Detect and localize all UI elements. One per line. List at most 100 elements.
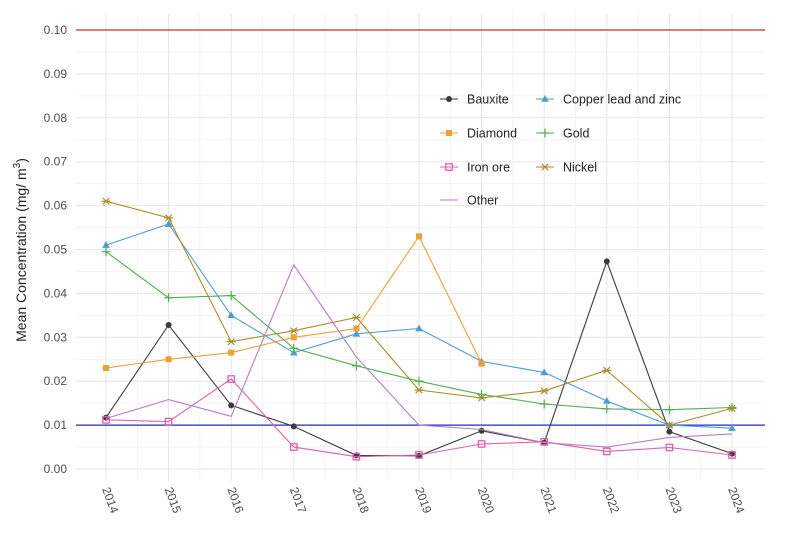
- marker-asterisk-d2: [728, 404, 736, 413]
- marker-square-open: [102, 415, 110, 424]
- data-point-iron-ore: [728, 451, 736, 459]
- data-point-nickel: [351, 313, 361, 322]
- marker-asterisk-d2: [540, 387, 548, 395]
- legend-key-marker: [446, 130, 452, 136]
- data-point-nickel: [289, 327, 299, 335]
- data-point-gold: [289, 343, 299, 353]
- marker-square-open: [602, 447, 611, 456]
- data-point-nickel: [477, 394, 487, 402]
- marker-triangle: [728, 424, 736, 431]
- marker-square: [353, 325, 360, 332]
- legend-entry-bauxite: Bauxite: [440, 93, 509, 107]
- legend-label: Diamond: [467, 127, 517, 141]
- x-tick-label: 2020: [475, 485, 497, 515]
- series-line-other: [105, 263, 733, 448]
- legend: Bauxite Copper lead and zinc Diamond Gold Ir…: [440, 93, 681, 208]
- marker-asterisk-d2: [665, 421, 674, 429]
- data-point-copper-lead-and-zinc: [352, 329, 361, 337]
- data-point-nickel: [664, 421, 674, 429]
- y-tick-label: 0.05: [44, 243, 68, 257]
- series-nickel: [101, 197, 737, 429]
- data-point-copper-lead-and-zinc: [540, 368, 548, 376]
- x-tick-label: 2016: [224, 485, 246, 515]
- data-point-bauxite: [603, 258, 610, 265]
- marker-square: [165, 356, 172, 363]
- legend-entry-other: Other: [440, 194, 498, 208]
- data-point-iron-ore: [352, 452, 361, 461]
- data-point-iron-ore: [415, 451, 423, 459]
- data-point-diamond: [165, 356, 172, 363]
- marker-dot: [228, 402, 235, 409]
- data-point-iron-ore: [164, 417, 173, 426]
- y-tick-label: 0.10: [44, 23, 68, 37]
- marker-triangle: [541, 95, 549, 102]
- data-point-iron-ore: [602, 447, 611, 456]
- marker-square: [228, 349, 235, 356]
- marker-triangle: [415, 324, 423, 332]
- marker-square: [446, 130, 452, 136]
- legend-key-marker: [540, 163, 550, 171]
- y-tick-label: 0.06: [44, 199, 68, 213]
- data-point-nickel: [539, 387, 549, 395]
- marker-asterisk-d2: [415, 386, 423, 394]
- y-tick-label: 0.00: [44, 462, 68, 476]
- legend-label: Nickel: [563, 161, 597, 175]
- data-point-gold: [351, 361, 361, 371]
- data-point-copper-lead-and-zinc: [603, 396, 611, 404]
- data-point-iron-ore: [102, 415, 110, 424]
- marker-asterisk-d2: [290, 327, 298, 335]
- marker-dot: [666, 428, 673, 435]
- data-point-nickel: [101, 197, 111, 205]
- legend-entry-nickel: Nickel: [536, 161, 597, 175]
- data-point-diamond: [103, 365, 109, 372]
- y-axis-label: Mean Concentration (mg/ m3): [12, 158, 29, 342]
- data-point-nickel: [414, 386, 424, 394]
- data-point-bauxite: [165, 322, 172, 329]
- marker-square-open: [728, 451, 736, 459]
- marker-asterisk-d2: [477, 394, 486, 402]
- marker-square: [103, 365, 109, 372]
- x-tick-label: 2024: [725, 485, 747, 515]
- x-tick-label: 2022: [600, 485, 622, 515]
- marker-triangle: [352, 329, 361, 337]
- marker-square-open: [352, 452, 361, 461]
- x-tick-label: 2023: [663, 485, 685, 515]
- data-point-gold: [602, 404, 612, 414]
- x-tick-label: 2015: [162, 485, 184, 515]
- series-gold: [101, 247, 737, 415]
- marker-dot: [165, 322, 172, 329]
- y-tick-label: 0.07: [44, 155, 68, 169]
- data-point-iron-ore: [289, 443, 298, 451]
- y-tick-label: 0.09: [44, 67, 68, 81]
- y-tick-label: 0.08: [44, 111, 68, 125]
- marker-square-open: [477, 440, 486, 448]
- y-tick-label: 0.01: [44, 418, 68, 432]
- marker-triangle: [164, 220, 173, 227]
- y-axis: 0.00 0.01 0.02 0.03 0.04 0.05 0.06 0.07 0.08 0.09…: [44, 23, 68, 476]
- data-point-copper-lead-and-zinc: [102, 241, 110, 248]
- data-point-nickel: [226, 338, 236, 346]
- data-point-gold: [414, 376, 424, 386]
- legend-entry-iron-ore: Iron ore: [440, 161, 510, 175]
- marker-square-open: [289, 443, 298, 451]
- data-point-diamond: [290, 334, 297, 341]
- marker-asterisk-d2: [102, 197, 110, 205]
- data-point-nickel: [727, 404, 737, 413]
- data-point-bauxite: [478, 427, 485, 434]
- marker-square-open: [665, 443, 674, 452]
- marker-triangle: [603, 396, 611, 404]
- marker-asterisk-d2: [164, 214, 173, 222]
- x-tick-label: 2021: [537, 485, 559, 515]
- series-iron-ore: [102, 375, 736, 461]
- marker-dot: [478, 427, 485, 434]
- data-point-bauxite: [666, 428, 673, 435]
- marker-dot: [290, 423, 297, 430]
- marker-square-open: [445, 163, 453, 171]
- marker-square: [290, 334, 297, 341]
- series-diamond: [103, 233, 485, 372]
- data-point-iron-ore: [227, 375, 236, 383]
- y-tick-label: 0.02: [44, 374, 68, 388]
- marker-dot: [603, 258, 610, 265]
- data-point-gold: [164, 293, 174, 303]
- data-point-copper-lead-and-zinc: [415, 324, 423, 332]
